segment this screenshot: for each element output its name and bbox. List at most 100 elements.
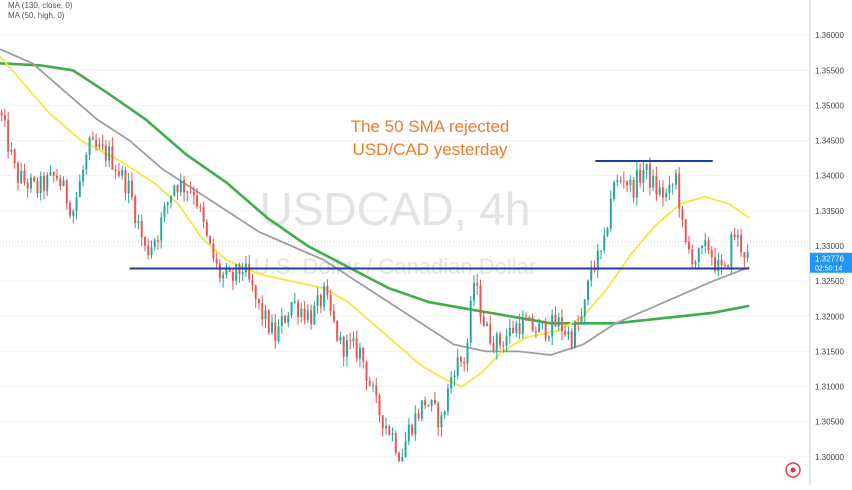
- candle-body: [528, 317, 531, 321]
- candle-body: [590, 269, 593, 281]
- candle-body: [508, 327, 511, 337]
- candle-body: [450, 377, 453, 389]
- candle-body: [596, 250, 599, 270]
- candle-body: [147, 245, 150, 256]
- candle-body: [196, 195, 199, 207]
- candle-body: [655, 176, 658, 195]
- candle-body: [489, 323, 492, 344]
- y-tick-label: 1.36000: [815, 31, 844, 40]
- candle-body: [411, 424, 414, 435]
- candle-body: [603, 235, 606, 251]
- candle-body: [401, 457, 404, 462]
- moving-averages: [0, 48, 750, 388]
- y-tick-label: 1.35000: [815, 101, 844, 110]
- candle-body: [287, 315, 290, 323]
- candle-body: [547, 336, 550, 339]
- candle-body: [342, 336, 345, 357]
- candle-body: [385, 425, 388, 429]
- candle-body: [179, 180, 182, 193]
- ma-line-ma-130-close-0-: [0, 48, 750, 356]
- candle-body: [137, 221, 140, 223]
- candle-body: [609, 199, 612, 229]
- watermark-title: USDCAD, 4h: [260, 183, 531, 235]
- candle-body: [573, 322, 576, 347]
- candle-body: [437, 403, 440, 428]
- candle-body: [626, 181, 629, 186]
- candle-body: [183, 180, 186, 193]
- candle-body: [192, 191, 195, 196]
- candle-body: [264, 310, 267, 320]
- y-tick-label: 1.32500: [815, 277, 844, 286]
- candle-body: [557, 317, 560, 327]
- candle-body: [121, 170, 124, 176]
- candle-body: [720, 259, 723, 266]
- candle-body: [303, 309, 306, 320]
- watermark-subtitle: U.S. Dollar / Canadian Dollar: [254, 254, 536, 279]
- candle-body: [459, 357, 462, 362]
- candle-body: [251, 279, 254, 286]
- candle-body: [39, 176, 42, 194]
- candle-body: [130, 180, 133, 197]
- candle-body: [430, 399, 433, 407]
- candle-body: [583, 299, 586, 317]
- candle-body: [668, 184, 671, 193]
- annotation-line-1: The 50 SMA rejected: [351, 117, 510, 136]
- candle-body: [140, 221, 143, 238]
- y-tick-label: 1.31500: [815, 347, 844, 356]
- candle-body: [544, 321, 547, 339]
- candle-body: [639, 169, 642, 183]
- candle-body: [704, 240, 707, 246]
- candle-body: [733, 234, 736, 238]
- candle-body: [567, 331, 570, 335]
- candle-body: [616, 180, 619, 183]
- candle-body: [652, 176, 655, 188]
- candle-body: [228, 268, 231, 272]
- ma-line-ma-200: [0, 62, 750, 325]
- candle-body: [339, 336, 342, 341]
- candle-body: [215, 258, 218, 264]
- candle-body: [740, 234, 743, 253]
- candle-body: [306, 310, 309, 320]
- legend-item-ma130: MA (130, close, 0): [8, 1, 73, 10]
- candle-body: [88, 137, 91, 155]
- candle-body: [515, 323, 518, 333]
- candle-body: [577, 322, 580, 324]
- candle-body: [85, 154, 88, 170]
- candle-body: [554, 314, 557, 327]
- candle-body: [336, 320, 339, 341]
- candle-body: [56, 175, 58, 179]
- candle-body: [310, 310, 313, 325]
- candle-body: [381, 415, 384, 429]
- candle-body: [10, 149, 13, 152]
- candle-body: [427, 405, 430, 407]
- candle-body: [290, 302, 293, 316]
- candle-body: [143, 237, 146, 246]
- candle-body: [505, 336, 508, 346]
- y-tick-label: 1.33500: [815, 207, 844, 216]
- candle-body: [319, 295, 322, 307]
- candle-body: [134, 196, 137, 223]
- candle-body: [212, 243, 215, 259]
- candle-body: [62, 180, 65, 187]
- candle-body: [274, 322, 277, 342]
- candle-body: [688, 241, 690, 250]
- candle-body: [632, 179, 635, 198]
- candle-body: [678, 173, 681, 209]
- candle-body: [248, 263, 251, 280]
- candle-body: [746, 252, 749, 258]
- candle-body: [176, 185, 179, 193]
- brand-logo: [785, 462, 801, 478]
- candle-body: [424, 400, 427, 406]
- candle-body: [29, 177, 32, 189]
- candle-body: [280, 316, 283, 327]
- candle-body: [108, 146, 111, 161]
- candle-body: [69, 203, 72, 216]
- candle-body: [205, 221, 208, 236]
- ma-line-ma-50-high-0-: [0, 55, 750, 388]
- candle-body: [365, 361, 368, 381]
- candle-body: [587, 280, 589, 300]
- candle-body: [222, 274, 225, 279]
- candle-body: [186, 191, 189, 193]
- candle-body: [297, 301, 300, 318]
